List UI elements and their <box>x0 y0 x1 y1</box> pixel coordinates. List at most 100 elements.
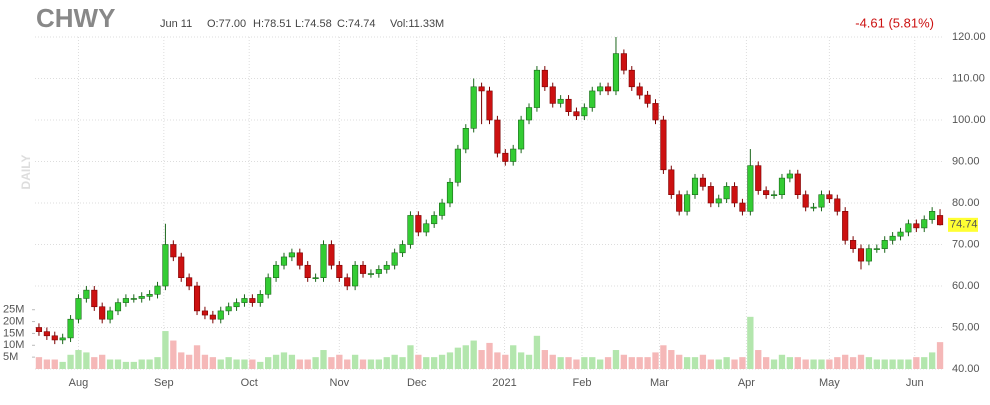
candle-body <box>644 94 651 104</box>
candle-body <box>130 298 137 300</box>
candle-body <box>541 69 548 88</box>
volume-bar <box>723 357 730 369</box>
volume-bar <box>280 352 288 369</box>
volume-bar <box>842 354 849 369</box>
volume-bar <box>881 359 888 369</box>
candle-body <box>186 277 193 287</box>
x-tick-label: Oct <box>241 377 258 389</box>
volume-bar <box>320 350 327 369</box>
candle-body <box>107 310 114 320</box>
candle-body <box>178 256 185 279</box>
candle-body <box>881 240 888 249</box>
y-tick-label: 120.00 <box>952 31 986 43</box>
candle-body <box>296 252 303 266</box>
volume-bar <box>557 357 564 369</box>
volume-bar <box>794 357 801 369</box>
candle-body <box>344 277 351 287</box>
volume-bar <box>747 316 754 369</box>
candle-body <box>763 190 770 196</box>
header-info: Jun 11 <box>160 18 192 30</box>
volume-bar <box>873 359 880 369</box>
y2-tick-label: 10M <box>3 339 24 351</box>
volume-bar <box>826 359 833 369</box>
candle-body <box>383 264 390 270</box>
change: -4.61 (5.81%) <box>855 15 934 30</box>
candle-body <box>454 148 461 183</box>
candle-body <box>778 177 786 196</box>
x-tick-label: 2021 <box>492 377 516 389</box>
volume-bar <box>344 359 351 369</box>
x-tick-label: Dec <box>407 377 427 389</box>
volume-bar <box>304 359 311 369</box>
candle-body <box>723 186 730 200</box>
volume-bar <box>636 357 643 369</box>
volume-bar <box>462 345 469 369</box>
volume-bar <box>921 357 928 369</box>
candle-body <box>628 69 635 88</box>
volume-bar <box>415 354 422 369</box>
x-tick-label: Apr <box>738 377 755 389</box>
volume-bar <box>905 359 912 369</box>
period-label: DAILY <box>19 155 33 190</box>
candle-body <box>581 107 588 117</box>
y-tick-label: 40.00 <box>952 363 980 375</box>
candle-body <box>865 248 872 262</box>
candle-body <box>850 240 857 249</box>
ticker: CHWY <box>36 3 115 33</box>
candle-body <box>518 119 525 150</box>
volume-bar <box>249 359 256 369</box>
volume-bar <box>217 359 224 369</box>
candle-body <box>873 248 880 250</box>
volume-bar <box>715 359 722 369</box>
volume-bar <box>201 354 209 369</box>
volume-bar <box>494 352 501 369</box>
volume-bar <box>502 354 509 369</box>
candle-body <box>921 219 928 229</box>
volume-bar <box>154 357 161 369</box>
volume-bar <box>810 359 817 369</box>
candle-body <box>257 293 264 303</box>
candle-body <box>146 293 153 297</box>
volume-bar <box>928 352 936 369</box>
candle-body <box>446 181 454 204</box>
candle-body <box>399 244 406 254</box>
volume-bar <box>51 359 58 369</box>
volume-bar <box>889 359 896 369</box>
volume-bar <box>691 357 699 369</box>
y2-tick-label: 15M <box>3 327 24 339</box>
volume-bar <box>731 359 738 369</box>
candle-body <box>755 165 762 191</box>
x-tick-label: May <box>819 377 840 389</box>
volume-bar <box>936 342 944 369</box>
volume-bar <box>778 354 786 369</box>
volume-bar <box>146 359 153 369</box>
candle-body <box>415 215 422 233</box>
volume-bar <box>699 354 707 369</box>
header-info: L:74.58 <box>295 18 332 30</box>
volume-bar <box>359 359 367 369</box>
candle-body <box>99 306 106 320</box>
candle-body <box>359 264 367 274</box>
volume-bar <box>818 359 825 369</box>
candle-body <box>676 194 683 212</box>
volume-bar <box>446 352 454 369</box>
volume-bar <box>707 359 714 369</box>
volume-bar <box>596 359 604 369</box>
volume-bar <box>375 359 383 369</box>
candle-body <box>462 128 469 150</box>
candle-body <box>241 298 248 303</box>
volume-bar <box>99 354 106 369</box>
candle-body <box>557 98 564 104</box>
candle-body <box>51 335 58 341</box>
candle-body <box>502 152 509 162</box>
y-tick-label: 70.00 <box>952 238 980 250</box>
volume-bar <box>391 354 398 369</box>
candle-body <box>668 169 675 196</box>
last-price-bg <box>948 217 978 232</box>
header-info: O:77.00 <box>207 18 246 30</box>
candle-body <box>217 310 224 320</box>
volume-bar <box>683 357 691 369</box>
volume-bar <box>786 357 794 369</box>
volume-bar <box>83 352 90 369</box>
